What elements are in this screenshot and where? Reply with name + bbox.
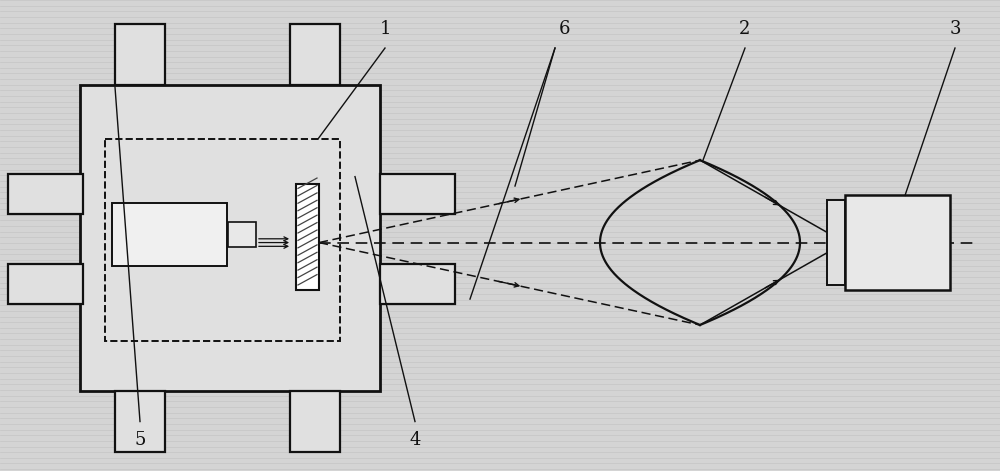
FancyBboxPatch shape xyxy=(8,174,83,214)
FancyBboxPatch shape xyxy=(845,195,950,290)
FancyBboxPatch shape xyxy=(290,24,340,85)
Text: 1: 1 xyxy=(379,20,391,38)
FancyBboxPatch shape xyxy=(290,391,340,452)
FancyBboxPatch shape xyxy=(380,264,455,304)
FancyBboxPatch shape xyxy=(80,85,380,391)
Text: 3: 3 xyxy=(949,20,961,38)
FancyBboxPatch shape xyxy=(8,264,83,304)
Text: 2: 2 xyxy=(739,20,751,38)
FancyBboxPatch shape xyxy=(380,174,455,214)
FancyBboxPatch shape xyxy=(296,184,319,290)
FancyBboxPatch shape xyxy=(827,200,845,285)
Text: 5: 5 xyxy=(134,431,146,449)
FancyBboxPatch shape xyxy=(115,24,165,85)
FancyBboxPatch shape xyxy=(228,222,256,247)
Text: 4: 4 xyxy=(409,431,421,449)
Text: 6: 6 xyxy=(559,20,571,38)
FancyBboxPatch shape xyxy=(115,391,165,452)
FancyBboxPatch shape xyxy=(112,203,227,266)
